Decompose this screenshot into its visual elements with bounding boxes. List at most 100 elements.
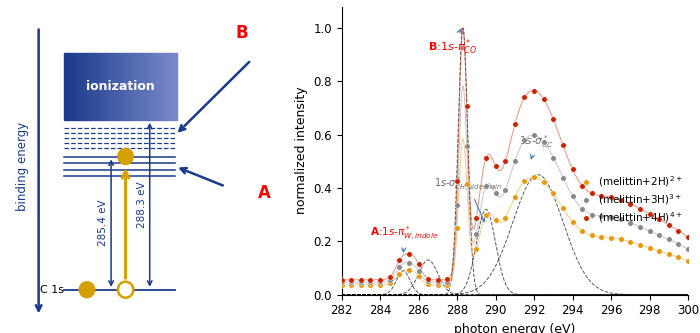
(melittin+3H)$^{3+}$ [578, 207, 587, 211]
(melittin+2H)$^{2+}$ [337, 283, 346, 287]
Bar [172, 53, 173, 120]
(melittin+3H)$^{3+}$ [424, 279, 433, 283]
(melittin+2H)$^{2+}$ [395, 272, 404, 276]
(melittin+2H)$^{2+}$ [443, 283, 452, 287]
(melittin+3H)$^{3+}$ [559, 175, 567, 179]
(melittin+3H)$^{3+}$ [482, 184, 490, 188]
Bar [84, 53, 85, 120]
(melittin+3H)$^{3+}$ [395, 265, 404, 269]
Text: $1s$-$\sigma^*_{CH,sidechain}$: $1s$-$\sigma^*_{CH,sidechain}$ [434, 176, 503, 222]
(melittin+4H)$^{4+}$ [626, 202, 635, 206]
(melittin+2H)$^{2+}$ [405, 268, 413, 272]
Bar [146, 53, 148, 120]
(melittin+4H)$^{4+}$ [453, 179, 461, 183]
Bar [170, 53, 172, 120]
Bar [94, 53, 95, 120]
Bar [155, 53, 156, 120]
(melittin+2H)$^{2+}$ [636, 243, 644, 247]
Bar [105, 53, 106, 120]
(melittin+3H)$^{3+}$ [540, 140, 548, 144]
Bar [99, 53, 101, 120]
Bar [78, 53, 80, 120]
(melittin+2H)$^{2+}$ [520, 179, 528, 183]
Bar [141, 53, 142, 120]
Bar [116, 53, 118, 120]
Bar [149, 53, 150, 120]
(melittin+2H)$^{2+}$ [424, 282, 433, 286]
(melittin+4H)$^{4+}$ [414, 262, 423, 266]
(melittin+3H)$^{3+}$ [674, 242, 682, 246]
Bar [130, 53, 131, 120]
Bar [111, 53, 112, 120]
(melittin+3H)$^{3+}$ [491, 191, 500, 195]
Bar [97, 53, 98, 120]
(melittin+4H)$^{4+}$ [395, 258, 404, 262]
Bar [139, 53, 141, 120]
Bar [135, 53, 136, 120]
(melittin+4H)$^{4+}$ [434, 278, 442, 282]
Bar [83, 53, 84, 120]
(melittin+2H)$^{2+}$ [347, 283, 356, 287]
(melittin+4H)$^{4+}$ [540, 97, 548, 101]
(melittin+3H)$^{3+}$ [588, 212, 596, 216]
Bar [160, 53, 162, 120]
(melittin+2H)$^{2+}$ [414, 274, 423, 278]
(melittin+3H)$^{3+}$ [357, 280, 365, 284]
(melittin+4H)$^{4+}$ [636, 207, 644, 211]
(melittin+3H)$^{3+}$ [684, 247, 692, 251]
Bar [66, 53, 67, 120]
Line: (melittin+4H)$^{4+}$: (melittin+4H)$^{4+}$ [339, 88, 691, 283]
Bar [101, 53, 102, 120]
Bar [142, 53, 144, 120]
(melittin+3H)$^{3+}$ [405, 261, 413, 265]
Bar [98, 53, 99, 120]
(melittin+3H)$^{3+}$ [550, 156, 558, 160]
(melittin+2H)$^{2+}$ [645, 246, 654, 250]
Bar [113, 53, 115, 120]
(melittin+3H)$^{3+}$ [530, 133, 538, 137]
Text: B: B [235, 24, 248, 42]
Bar [87, 53, 88, 120]
(melittin+3H)$^{3+}$ [463, 144, 471, 148]
Bar [131, 53, 132, 120]
(melittin+2H)$^{2+}$ [568, 220, 577, 224]
(melittin+3H)$^{3+}$ [453, 203, 461, 207]
(melittin+4H)$^{4+}$ [588, 191, 596, 195]
Bar [73, 53, 74, 120]
Bar [102, 53, 104, 120]
Circle shape [79, 282, 95, 298]
(melittin+3H)$^{3+}$ [617, 217, 625, 221]
(melittin+2H)$^{2+}$ [386, 281, 394, 285]
Text: ionization: ionization [86, 80, 155, 93]
(melittin+3H)$^{3+}$ [645, 229, 654, 233]
Bar [109, 53, 111, 120]
(melittin+2H)$^{2+}$ [588, 233, 596, 237]
Text: A: A [258, 184, 270, 202]
(melittin+4H)$^{4+}$ [473, 216, 481, 220]
Bar [64, 53, 66, 120]
(melittin+4H)$^{4+}$ [511, 122, 519, 126]
(melittin+3H)$^{3+}$ [520, 139, 528, 143]
Text: $\mathbf{B}$:$1s$-$\pi^*_{CO}$: $\mathbf{B}$:$1s$-$\pi^*_{CO}$ [428, 29, 477, 57]
Bar [153, 53, 155, 120]
Circle shape [118, 149, 133, 165]
Bar [125, 53, 127, 120]
(melittin+2H)$^{2+}$ [540, 180, 548, 184]
Bar [120, 53, 122, 120]
(melittin+4H)$^{4+}$ [443, 277, 452, 281]
Bar [144, 53, 145, 120]
(melittin+3H)$^{3+}$ [347, 280, 356, 284]
Bar [167, 53, 169, 120]
Bar [148, 53, 149, 120]
Legend: (melittin+2H)$^{2+}$, (melittin+3H)$^{3+}$, (melittin+4H)$^{4+}$: (melittin+2H)$^{2+}$, (melittin+3H)$^{3+… [574, 170, 687, 229]
(melittin+4H)$^{4+}$ [405, 252, 413, 256]
Bar [138, 53, 139, 120]
(melittin+2H)$^{2+}$ [463, 182, 471, 186]
Text: 285.4 eV: 285.4 eV [98, 200, 108, 246]
Line: (melittin+3H)$^{3+}$: (melittin+3H)$^{3+}$ [339, 132, 691, 285]
Bar [166, 53, 167, 120]
Bar [128, 53, 130, 120]
Line: (melittin+2H)$^{2+}$: (melittin+2H)$^{2+}$ [339, 174, 691, 288]
(melittin+3H)$^{3+}$ [607, 215, 615, 219]
(melittin+3H)$^{3+}$ [511, 159, 519, 163]
